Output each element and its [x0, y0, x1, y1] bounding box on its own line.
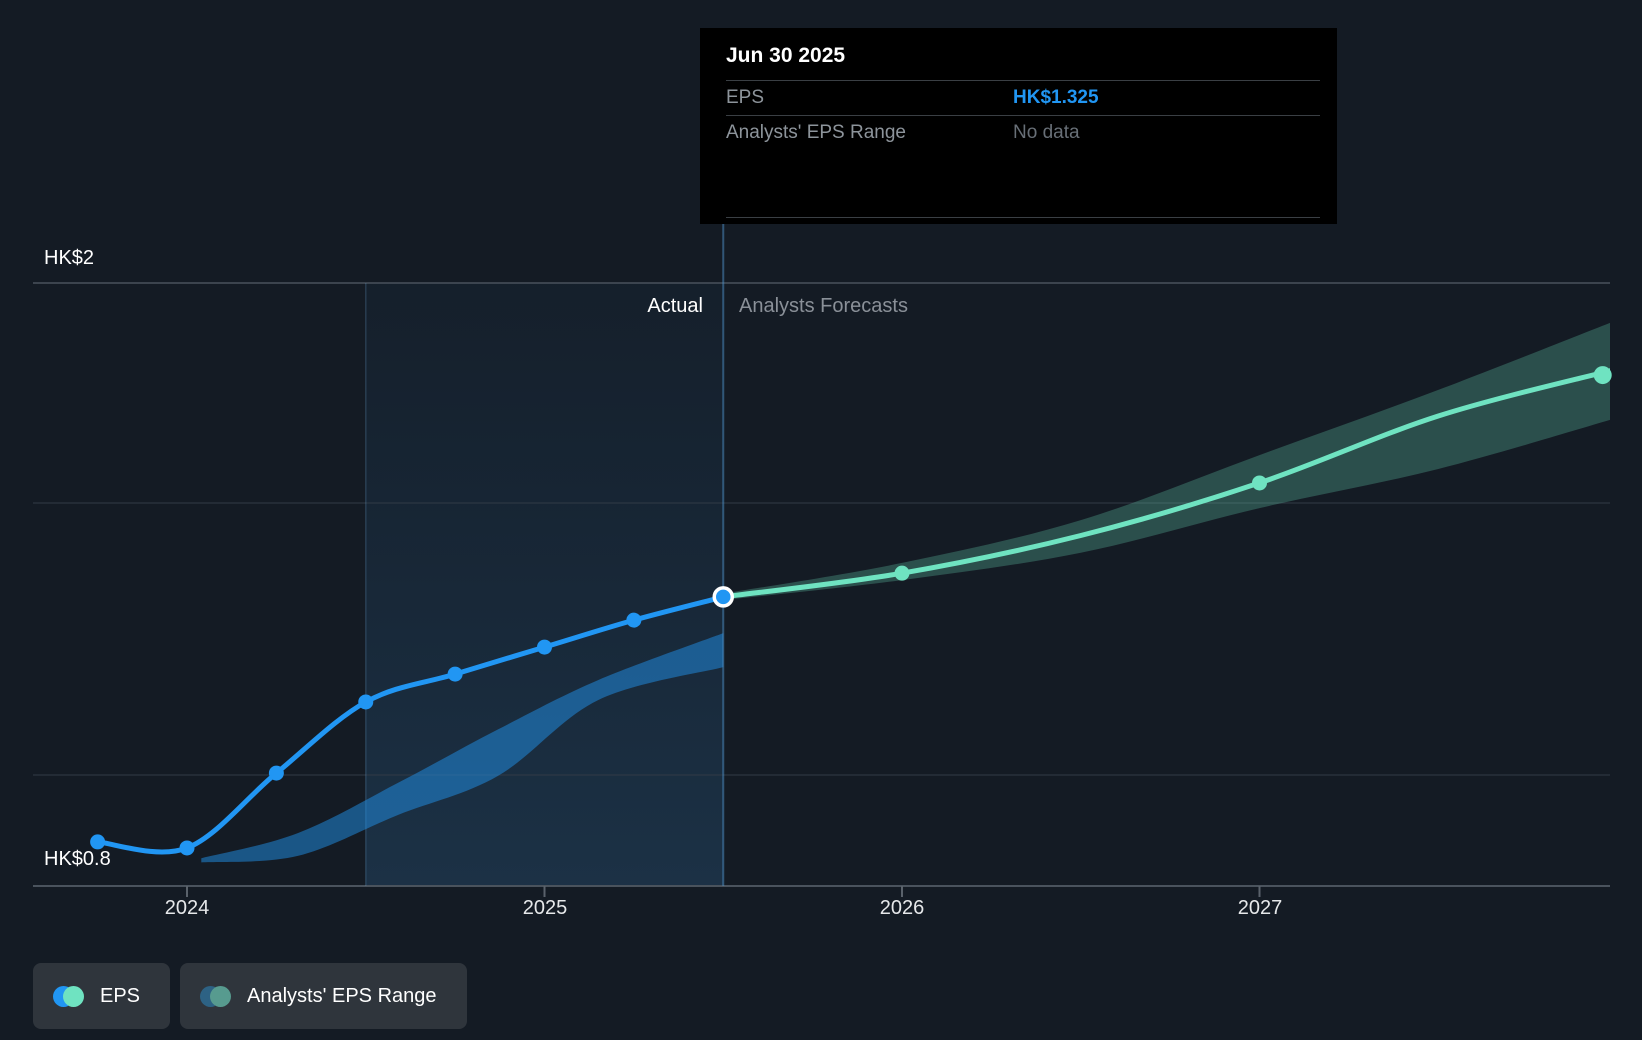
- tooltip-range-label: Analysts' EPS Range: [726, 122, 906, 143]
- legend: EPS Analysts' EPS Range: [33, 963, 467, 1029]
- range-high-dot-icon: [210, 985, 232, 1007]
- tooltip-eps-label: EPS: [726, 87, 765, 108]
- eps-forecast-dot-icon: [63, 985, 84, 1007]
- legend-item-eps[interactable]: EPS: [33, 963, 171, 1029]
- tooltip-date: Jun 30 2025: [726, 44, 1320, 81]
- eps-legend-dots: [53, 985, 84, 1007]
- tooltip-row-eps: EPS HK$1.325: [726, 81, 1320, 116]
- tooltip-eps-value: HK$1.325: [1013, 87, 1099, 108]
- tooltip-footer-divider: [726, 217, 1320, 218]
- forecast-phase-label: Analysts Forecasts: [739, 295, 908, 317]
- tooltip-range-value: No data: [1013, 122, 1080, 143]
- x-tick-label-2026: 2026: [879, 897, 925, 919]
- tooltip: Jun 30 2025 EPS HK$1.325 Analysts' EPS R…: [700, 28, 1337, 224]
- actual-phase-label: Actual: [647, 295, 703, 317]
- range-legend-dots: [200, 985, 232, 1007]
- x-tick-label-2025: 2025: [522, 897, 568, 919]
- x-tick-label-2027: 2027: [1237, 897, 1283, 919]
- y-axis-label-top: HK$2: [44, 247, 95, 269]
- tooltip-row-eps-range: Analysts' EPS Range No data: [726, 116, 1320, 150]
- legend-label-analysts-eps-range: Analysts' EPS Range: [247, 984, 437, 1007]
- x-tick-label-2024: 2024: [164, 897, 210, 919]
- y-axis-label-bottom: HK$0.8: [44, 848, 111, 870]
- legend-label-eps: EPS: [100, 984, 141, 1007]
- legend-item-analysts-eps-range[interactable]: Analysts' EPS Range: [180, 963, 467, 1029]
